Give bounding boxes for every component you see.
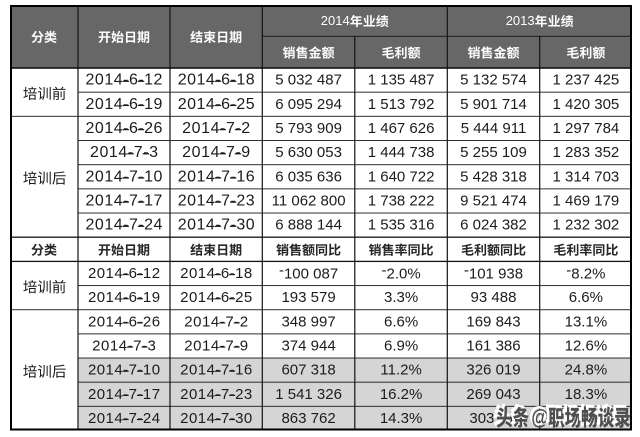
svg-text:2014-7-9: 2014-7-9 [184, 337, 248, 354]
svg-text:93 488: 93 488 [471, 289, 517, 306]
svg-text:3.3%: 3.3% [384, 289, 418, 306]
svg-text:6 888 144: 6 888 144 [275, 217, 342, 234]
svg-text:14.3%: 14.3% [380, 410, 423, 427]
svg-text:348 997: 348 997 [281, 313, 335, 330]
svg-text:16.2%: 16.2% [380, 386, 423, 403]
svg-text:2013: 2013 [506, 13, 535, 28]
svg-text:1 467 626: 1 467 626 [368, 120, 435, 137]
svg-text:2014-7-2: 2014-7-2 [182, 120, 250, 137]
svg-text:2014-6-18: 2014-6-18 [180, 265, 252, 282]
svg-text:2014-7-10: 2014-7-10 [86, 168, 163, 185]
svg-text:@: @ [531, 406, 548, 430]
svg-text:1 283 352: 1 283 352 [553, 144, 620, 161]
svg-text:2014-6-25: 2014-6-25 [180, 289, 252, 306]
svg-text:2014-7-24: 2014-7-24 [88, 410, 160, 427]
svg-text:11.2%: 11.2% [380, 362, 421, 379]
svg-text:2014-7-3: 2014-7-3 [92, 337, 156, 354]
svg-text:2014-7-17: 2014-7-17 [86, 192, 163, 209]
svg-text:1 135 487: 1 135 487 [368, 72, 435, 89]
svg-text:193 579: 193 579 [281, 289, 335, 306]
svg-text:2014-6-12: 2014-6-12 [86, 72, 163, 89]
svg-text:2014-7-2: 2014-7-2 [184, 313, 248, 330]
svg-text:@: @ [529, 404, 546, 428]
svg-text:5 630 053: 5 630 053 [275, 144, 342, 161]
svg-text:1 420 305: 1 420 305 [553, 96, 620, 113]
svg-text:1 513 792: 1 513 792 [368, 96, 435, 113]
svg-text:2014-6-26: 2014-6-26 [88, 313, 160, 330]
svg-text:2014-7-3: 2014-7-3 [90, 144, 158, 161]
svg-text:374 944: 374 944 [281, 337, 335, 354]
svg-text:11 062 800: 11 062 800 [272, 192, 346, 209]
svg-text:-100 087: -100 087 [279, 262, 338, 283]
svg-text:863 762: 863 762 [281, 410, 335, 427]
svg-text:1 444 738: 1 444 738 [368, 144, 435, 161]
svg-text:1 314 703: 1 314 703 [553, 168, 620, 185]
svg-text:5 444 911: 5 444 911 [461, 120, 527, 137]
svg-text:1 237 425: 1 237 425 [553, 72, 620, 89]
svg-text:1 297 784: 1 297 784 [553, 120, 620, 137]
svg-text:2014-7-17: 2014-7-17 [88, 386, 160, 403]
svg-text:2014-7-16: 2014-7-16 [178, 168, 255, 185]
svg-text:1 469 179: 1 469 179 [553, 192, 620, 209]
svg-text:24.8%: 24.8% [565, 362, 608, 379]
svg-text:6.9%: 6.9% [384, 337, 418, 354]
svg-text:9 521 474: 9 521 474 [460, 192, 527, 209]
svg-text:269 043: 269 043 [466, 386, 520, 403]
svg-text:6.6%: 6.6% [384, 313, 418, 330]
svg-text:-101 938: -101 938 [464, 262, 523, 283]
svg-text:326 019: 326 019 [466, 362, 520, 379]
svg-text:5 032 487: 5 032 487 [275, 72, 342, 89]
svg-text:607 318: 607 318 [281, 362, 335, 379]
svg-text:5 255 109: 5 255 109 [460, 144, 527, 161]
svg-text:6 024 382: 6 024 382 [460, 217, 527, 234]
svg-text:2014-7-24: 2014-7-24 [86, 217, 163, 234]
svg-text:1 541 326: 1 541 326 [275, 386, 342, 403]
svg-text:18.3%: 18.3% [565, 386, 608, 403]
svg-text:169 843: 169 843 [466, 313, 520, 330]
svg-text:1 535 316: 1 535 316 [368, 217, 435, 234]
svg-text:2014-7-30: 2014-7-30 [180, 410, 252, 427]
svg-text:2014-6-19: 2014-6-19 [86, 96, 163, 113]
svg-text:2014-7-30: 2014-7-30 [178, 217, 255, 234]
svg-text:2014-6-26: 2014-6-26 [86, 120, 163, 137]
svg-text:1 232 302: 1 232 302 [553, 217, 620, 234]
svg-text:2014-7-10: 2014-7-10 [88, 362, 160, 379]
svg-text:5 428 318: 5 428 318 [460, 168, 527, 185]
svg-text:2014-6-18: 2014-6-18 [178, 72, 255, 89]
svg-text:1 738 222: 1 738 222 [368, 192, 435, 209]
svg-text:2014-7-16: 2014-7-16 [180, 362, 252, 379]
svg-text:1 640 722: 1 640 722 [368, 168, 435, 185]
svg-text:5 132 574: 5 132 574 [460, 72, 527, 89]
svg-text:6.6%: 6.6% [569, 289, 603, 306]
svg-text:-8.2%: -8.2% [566, 262, 605, 283]
svg-text:2014-6-12: 2014-6-12 [88, 265, 160, 282]
svg-text:2014-7-23: 2014-7-23 [178, 192, 255, 209]
svg-text:12.6%: 12.6% [565, 337, 608, 354]
svg-text:-2.0%: -2.0% [381, 262, 420, 283]
svg-text:161 386: 161 386 [466, 337, 520, 354]
svg-text:2014-6-19: 2014-6-19 [88, 289, 160, 306]
svg-text:6 035 636: 6 035 636 [275, 168, 342, 185]
svg-text:2014-7-23: 2014-7-23 [180, 386, 252, 403]
svg-text:5 901 714: 5 901 714 [460, 96, 527, 113]
svg-text:2014-6-25: 2014-6-25 [178, 96, 255, 113]
svg-text:13.1%: 13.1% [565, 313, 608, 330]
svg-text:2014-7-9: 2014-7-9 [182, 144, 250, 161]
svg-text:6 095 294: 6 095 294 [275, 96, 342, 113]
svg-text:5 793 909: 5 793 909 [275, 120, 342, 137]
svg-text:2014: 2014 [321, 13, 350, 28]
